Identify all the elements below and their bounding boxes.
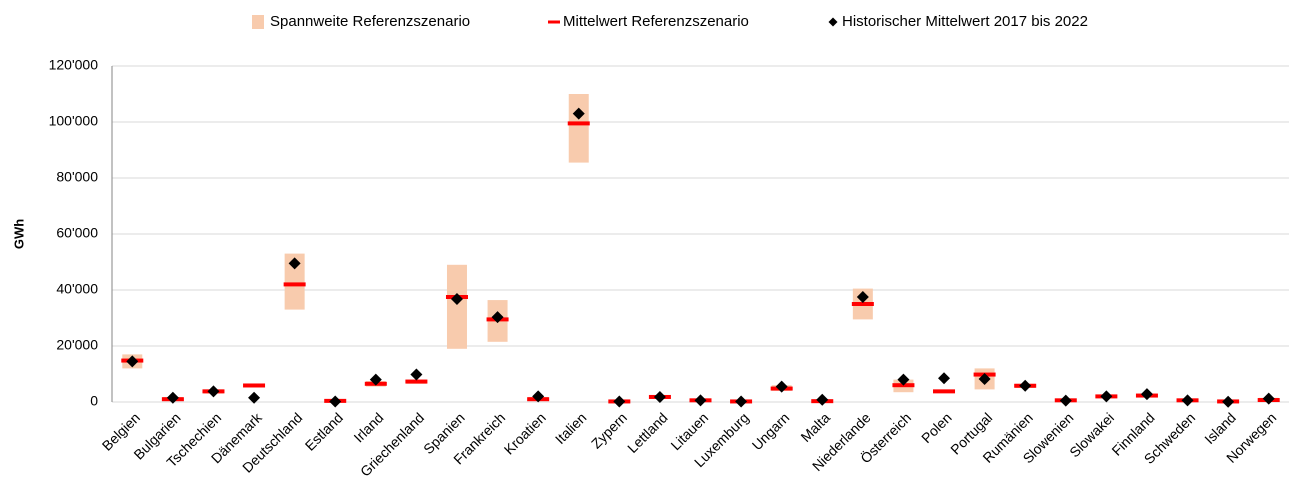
historical-marker	[248, 391, 261, 404]
historical-marker	[166, 391, 179, 404]
historical-marker	[613, 395, 626, 408]
legend-swatch	[548, 20, 560, 24]
legend-swatch	[252, 15, 264, 29]
legend-label: Historischer Mittelwert 2017 bis 2022	[842, 13, 1088, 30]
x-tick-label: Slowakei	[1066, 409, 1117, 460]
historical-marker	[1262, 392, 1275, 405]
historical-marker	[1059, 394, 1072, 407]
historical-marker	[978, 373, 991, 386]
historical-marker	[126, 355, 139, 368]
mean-marker	[405, 379, 428, 384]
historical-marker	[288, 257, 301, 270]
y-tick-label: 20'000	[56, 337, 98, 353]
legend-label: Mittelwert Referenzszenario	[563, 13, 749, 30]
x-tick-label: Kroatien	[501, 409, 549, 457]
y-tick-label: 120'000	[49, 57, 99, 73]
range-bar	[284, 253, 305, 310]
historical-marker	[653, 390, 666, 403]
historical-marker	[897, 373, 910, 386]
historical-marker	[329, 395, 342, 408]
historical-marker	[938, 372, 951, 385]
range-bar	[446, 264, 467, 349]
historical-marker	[572, 107, 585, 120]
mean-marker	[243, 383, 266, 388]
historical-marker	[1140, 388, 1153, 401]
x-tick-label: Malta	[797, 409, 833, 445]
y-tick-label: 80'000	[56, 169, 98, 185]
historical-marker	[369, 373, 382, 386]
mean-marker	[567, 121, 590, 126]
historical-marker	[1019, 379, 1032, 392]
y-tick-label: 100'000	[49, 113, 99, 129]
historical-marker	[1181, 394, 1194, 407]
historical-marker	[694, 394, 707, 407]
y-tick-label: 0	[90, 393, 98, 409]
historical-marker	[816, 393, 829, 406]
mean-marker	[933, 389, 956, 394]
y-axis-label: GWh	[11, 219, 26, 249]
historical-marker	[491, 311, 504, 324]
x-tick-label: Italien	[552, 409, 590, 447]
historical-marker	[1222, 395, 1235, 408]
mean-marker	[283, 282, 306, 287]
historical-marker	[856, 291, 869, 303]
historical-marker	[207, 385, 220, 398]
historical-marker	[1100, 390, 1113, 403]
x-tick-label: Lettland	[624, 409, 671, 456]
x-tick-label: Ungarn	[749, 409, 793, 453]
legend-label: Spannweite Referenzszenario	[270, 13, 470, 30]
x-tick-label: Island	[1201, 409, 1239, 447]
historical-marker	[775, 380, 788, 393]
x-tick-label: Irland	[350, 409, 386, 445]
historical-marker	[410, 368, 423, 381]
historical-marker	[450, 292, 463, 305]
mean-marker	[851, 302, 874, 306]
x-tick-label: Estland	[302, 409, 346, 453]
y-tick-label: 40'000	[56, 281, 98, 297]
historical-marker	[735, 395, 748, 408]
range-bar	[568, 94, 589, 163]
legend-swatch	[828, 17, 838, 27]
y-tick-label: 60'000	[56, 225, 98, 241]
historical-marker	[532, 390, 545, 403]
x-tick-label: Polen	[918, 409, 955, 446]
